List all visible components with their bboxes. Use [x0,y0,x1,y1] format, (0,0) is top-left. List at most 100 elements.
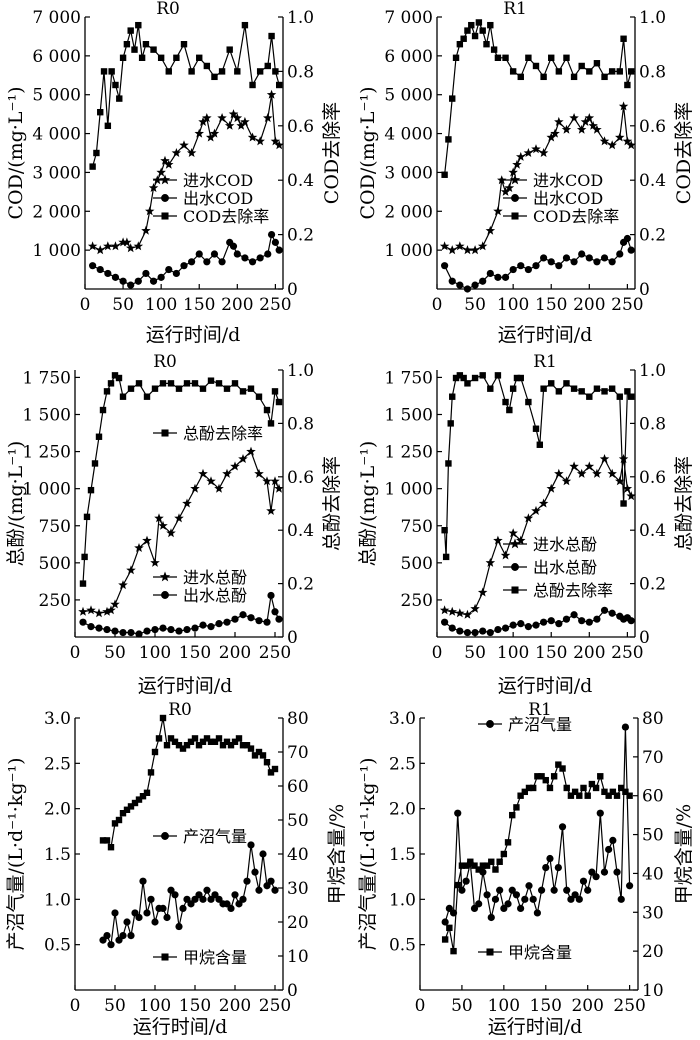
data-point [123,918,131,926]
data-point [504,839,512,846]
x-tick-label: 50 [451,996,473,1016]
data-point [562,615,571,623]
data-point [621,723,630,731]
chart-title: R0 [153,352,177,372]
data-point [119,810,127,817]
data-point [151,625,159,634]
y-tick-label: 1 000 [32,241,81,261]
data-point [569,461,579,471]
data-point [159,380,167,387]
data-point [103,625,111,634]
data-point [605,792,612,799]
data-point [267,591,275,600]
y-tick-label: 5 000 [32,86,81,106]
data-point [600,606,609,614]
data-point [586,393,593,400]
data-point [267,231,276,239]
y-tick-label: 2 000 [384,202,433,222]
y2-tick-label: 1.0 [287,361,314,381]
data-point [142,269,150,278]
legend-label: 产沼气量 [183,827,247,846]
data-point [127,803,135,810]
data-point [268,32,275,40]
data-point [275,81,283,89]
data-point [454,881,461,889]
data-point [234,68,241,75]
data-point [100,68,108,75]
y2-tick-label: 0.6 [287,117,314,137]
data-point [622,136,633,146]
data-point [235,735,243,742]
data-point [266,89,277,99]
data-point [627,393,635,400]
data-point [475,19,483,26]
data-point [271,238,279,246]
y2-tick-label: 1.0 [639,8,666,28]
data-point [554,864,562,872]
data-point [447,420,454,427]
data-point [593,385,601,392]
data-point [571,788,579,796]
data-point [477,241,488,251]
data-point [267,420,275,427]
data-point [588,120,598,130]
data-point [274,140,284,150]
data-point [479,372,486,379]
data-point [255,393,263,400]
data-point [575,895,583,903]
y-tick-label: 7 000 [384,8,433,28]
series-circle [89,231,283,289]
x-tick-label: 100 [497,643,529,663]
data-point [103,837,111,844]
data-point [111,627,119,635]
data-point [127,385,135,392]
data-point [210,250,219,258]
legend-marker [486,948,494,956]
data-point [613,792,621,799]
y-tick-label: 1 250 [22,443,71,463]
data-point [231,615,239,623]
data-point [447,606,457,616]
y2-axis-label: 甲烷含量/% [326,804,348,904]
x-tick-label: 250 [259,643,291,663]
data-point [103,932,111,940]
data-point [516,535,526,545]
x-axis-label: 运行时间/d [498,675,593,697]
data-point [266,505,276,515]
data-point [89,163,96,170]
data-point [500,904,508,913]
y-tick-label: 7 000 [32,8,81,28]
x-tick-label: 100 [139,643,171,663]
legend-label: 出水总酚 [183,586,247,605]
data-point [501,624,510,632]
data-point [135,21,142,29]
x-tick-label: 150 [179,643,211,663]
data-point [592,784,600,792]
data-point [115,374,123,382]
chart-panel-2: R1 0 50 100 150 200 250 1 000 2 000 3 000 4 000 5 0… [357,0,695,346]
data-point [143,789,151,796]
data-point [218,68,226,75]
data-point [236,120,246,130]
data-point [227,904,235,913]
y2-tick-label: 0.8 [639,414,666,434]
x-tick-label: 150 [183,295,215,315]
data-point [578,388,585,395]
y-tick-label: 1.5 [389,845,416,865]
data-point [447,245,457,255]
data-point [206,476,216,486]
data-point [579,877,588,885]
data-point [207,377,215,384]
data-point [455,241,465,251]
data-point [183,742,191,749]
data-point [462,609,473,619]
data-point [198,468,208,478]
data-point [103,388,111,395]
data-point [517,792,524,799]
data-point [123,41,131,48]
data-point [155,735,163,742]
chart-title: R1 [528,700,552,720]
data-point [494,625,502,634]
data-point [119,628,127,637]
